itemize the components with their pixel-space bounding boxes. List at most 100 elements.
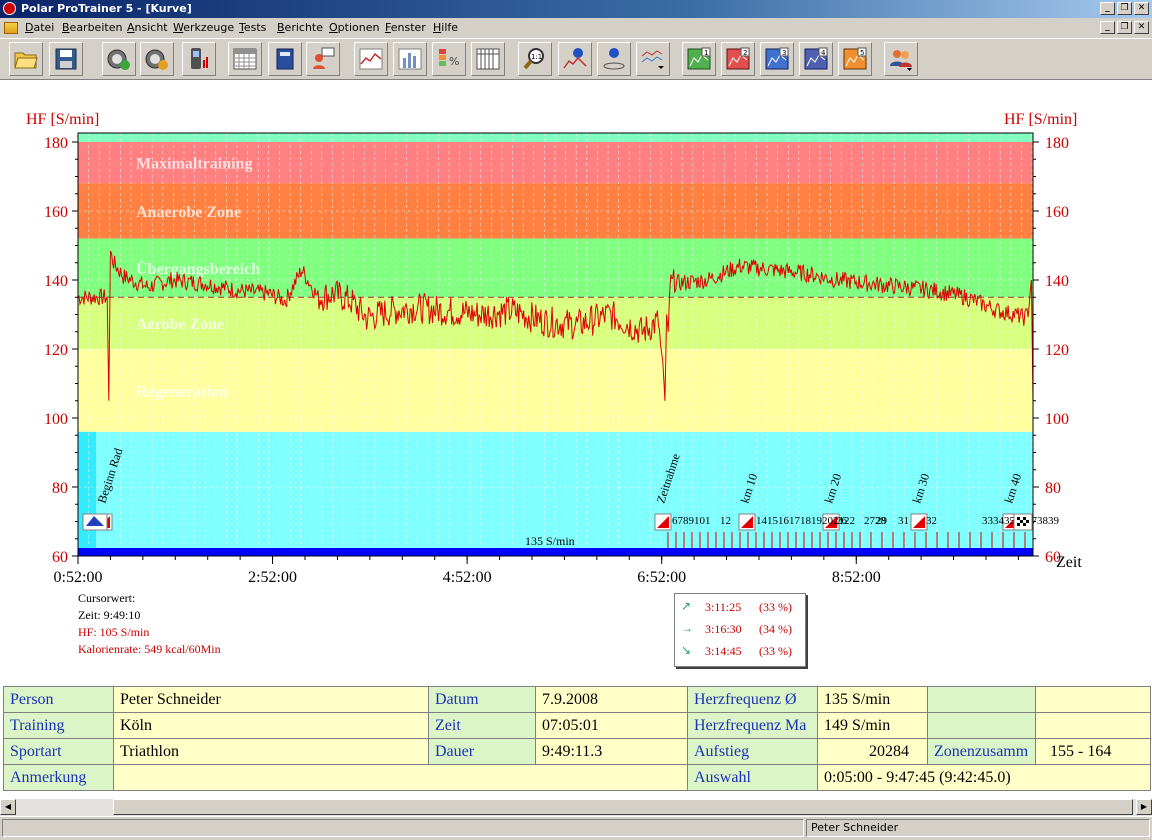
users-icon (890, 50, 912, 71)
x-tick-label: 6:52:00 (637, 569, 686, 586)
finish-flag-check (1017, 517, 1020, 520)
menu-tests[interactable]: Tests (239, 21, 267, 34)
y-axis-label-right: HF [S/min] (1004, 111, 1077, 128)
exercise-3-button[interactable]: 3 (760, 42, 794, 76)
y-tick-label-right: 80 (1045, 480, 1061, 497)
note-value[interactable] (113, 764, 688, 791)
window-controls: _ ❐ ✕ (1098, 2, 1149, 16)
ascent-label: Aufstieg (687, 738, 818, 765)
time-label: Zeit (428, 712, 536, 739)
person-label: Person (3, 686, 114, 713)
svg-text:1:1: 1:1 (531, 53, 542, 61)
child-restore-icon[interactable]: ❐ (1117, 21, 1132, 34)
chart-area[interactable]: Maximaltraining Anaerobe Zone Übergangsber… (0, 80, 1152, 684)
y-tick-label-left: 160 (44, 204, 68, 221)
arrow-up-right-icon: ↗ (681, 599, 692, 613)
zone-label: Zonenzusamm (927, 738, 1036, 765)
menu-ansicht[interactable]: Ansicht (127, 21, 168, 34)
zone-time-box: ↗ 3:11:25 (33 %) → 3:16:30 (34 %) ↘ 3:14… (674, 593, 806, 667)
heart-rate-chart[interactable]: Maximaltraining Anaerobe Zone Übergangsber… (0, 80, 1152, 684)
zone-label: Maximaltraining (136, 156, 252, 173)
zone-label: Regeneration (136, 383, 228, 400)
curve-view-button[interactable] (354, 42, 388, 76)
lap-number: 29 (876, 515, 888, 527)
y-tick-label-left: 100 (44, 411, 68, 428)
marker-flag-icon (825, 516, 837, 528)
users-button[interactable] (884, 42, 918, 76)
diary-button[interactable] (268, 42, 302, 76)
y-tick-label-right: 140 (1045, 273, 1069, 290)
mobile-sync-button[interactable] (182, 42, 216, 76)
zone-label: Aerobe Zone (136, 316, 224, 333)
save-button[interactable] (49, 42, 83, 76)
y-tick-label-left: 180 (44, 135, 68, 152)
hr-series-line[interactable] (77, 250, 1034, 401)
zone-percent-icon: % (439, 49, 459, 68)
zone-time-in: 3:16:30 (705, 622, 742, 636)
exercise-1-icon: 1 (687, 47, 711, 70)
table-view-button[interactable] (471, 42, 505, 76)
zoom-button[interactable]: 1:1 (518, 42, 552, 76)
menu-datei[interactable]: Datei (25, 21, 55, 34)
exercise-5-icon: 5 (843, 47, 867, 70)
lap-number: 31 (898, 515, 909, 527)
window-title: Polar ProTrainer 5 - [Kurve] (21, 2, 192, 15)
person-value[interactable]: Peter Schneider (113, 686, 429, 713)
curve-options-button[interactable] (636, 42, 670, 76)
duration-value[interactable]: 9:49:11.3 (535, 738, 688, 765)
exercise-4-button[interactable]: 4 (799, 42, 833, 76)
info-chart-button[interactable] (558, 42, 592, 76)
y-tick-label-left: 120 (44, 342, 68, 359)
exercise-2-number: 2 (743, 49, 747, 57)
open-folder-button[interactable] (9, 42, 43, 76)
user-comment-button[interactable] (306, 42, 340, 76)
exercise-2-button[interactable]: 2 (721, 42, 755, 76)
sport-label: Sportart (3, 738, 114, 765)
status-user: Peter Schneider (806, 819, 1150, 837)
date-value[interactable]: 7.9.2008 (535, 686, 688, 713)
info-marker-button[interactable] (597, 42, 631, 76)
curve-options-icon (641, 50, 664, 69)
hr-max-value: 149 S/min (817, 712, 928, 739)
training-value[interactable]: Köln (113, 712, 429, 739)
minimize-icon[interactable]: _ (1100, 2, 1115, 15)
exercise-1-button[interactable]: 1 (682, 42, 716, 76)
child-window-controls: _ ❐ ✕ (1098, 21, 1149, 35)
marker-flag-icon (657, 516, 669, 528)
calendar-button[interactable] (228, 42, 262, 76)
zone-time-above: 3:11:25 (705, 600, 742, 614)
selection-value: 0:05:00 - 9:47:45 (9:42:45.0) (817, 764, 1151, 791)
scroll-left-icon[interactable]: ◀ (0, 799, 16, 815)
hr-avg-value: 135 S/min (817, 686, 928, 713)
sport-value[interactable]: Triathlon (113, 738, 429, 765)
child-minimize-icon[interactable]: _ (1100, 21, 1115, 34)
menu-fenster[interactable]: Fenster (385, 21, 426, 34)
time-value[interactable]: 07:05:01 (535, 712, 688, 739)
bar-chart-icon (398, 48, 422, 70)
y-axis-label-left: HF [S/min] (26, 111, 99, 128)
watch-settings-button[interactable] (140, 42, 174, 76)
menu-hilfe[interactable]: Hilfe (433, 21, 459, 34)
exercise-2-icon: 2 (726, 47, 750, 70)
watch-sync-icon (107, 49, 130, 70)
zone-pct-in: (34 %) (759, 622, 792, 636)
connect-watch-button[interactable] (102, 42, 136, 76)
menu-bearbeiten[interactable]: Bearbeiten (62, 21, 123, 34)
status-panel-main (2, 819, 804, 837)
restore-icon[interactable]: ❐ (1117, 2, 1132, 15)
close-icon[interactable]: ✕ (1134, 2, 1149, 15)
scroll-right-icon[interactable]: ▶ (1136, 799, 1152, 815)
zone-percent-button[interactable]: % (432, 42, 466, 76)
bar-view-button[interactable] (393, 42, 427, 76)
exercise-5-button[interactable]: 5 (838, 42, 872, 76)
y-tick-label-left: 60 (52, 549, 68, 566)
child-close-icon[interactable]: ✕ (1134, 21, 1149, 34)
scroll-thumb[interactable] (113, 799, 1133, 815)
horizontal-scrollbar[interactable]: ◀ ▶ (0, 799, 1152, 816)
y-tick-label-right: 180 (1045, 135, 1069, 152)
menu-berichte[interactable]: Berichte (277, 21, 323, 34)
document-icon[interactable] (4, 22, 18, 34)
empty-cell (1035, 686, 1151, 713)
menu-werkzeuge[interactable]: Werkzeuge (173, 21, 235, 34)
menu-optionen[interactable]: Optionen (329, 21, 380, 34)
